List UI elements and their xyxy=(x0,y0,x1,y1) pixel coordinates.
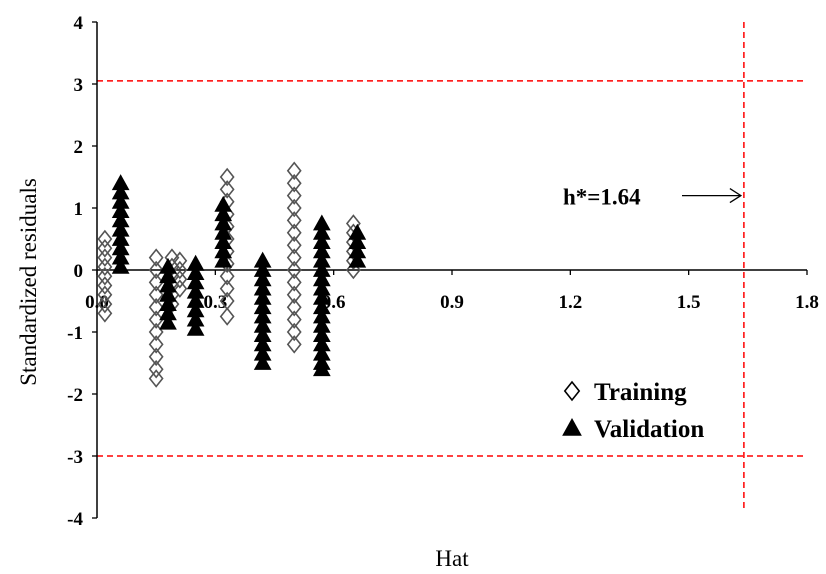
training-point xyxy=(286,223,302,243)
annotation-arrow-head xyxy=(729,188,743,204)
x-axis-label: Hat xyxy=(435,546,469,571)
training-point xyxy=(148,248,164,267)
training-point xyxy=(97,285,113,305)
training-point xyxy=(286,310,302,329)
training-point xyxy=(286,297,302,317)
x-tick-label: 1.2 xyxy=(558,292,582,313)
validation-point xyxy=(186,319,205,336)
series-validation xyxy=(111,174,367,377)
x-tick-label: 0.6 xyxy=(322,292,346,313)
data-points xyxy=(97,161,367,388)
leverage-annotation: h*=1.64 xyxy=(563,185,743,210)
training-point xyxy=(219,279,235,298)
x-tick-labels: 0.0 0.3 0.6 0.9 1.2 1.5 1.8 xyxy=(85,270,819,313)
training-point xyxy=(219,180,235,199)
training-point xyxy=(148,335,164,354)
y-tick-label: 1 xyxy=(74,199,84,220)
training-point xyxy=(148,260,164,280)
training-point xyxy=(219,266,235,286)
training-point xyxy=(286,235,302,255)
training-point xyxy=(219,167,235,187)
training-point xyxy=(97,248,113,267)
training-point xyxy=(172,260,188,280)
x-tick-label: 1.5 xyxy=(677,292,701,313)
training-point xyxy=(286,285,302,305)
training-point xyxy=(97,294,113,314)
training-point xyxy=(286,322,302,342)
training-point xyxy=(148,310,164,329)
training-point xyxy=(148,369,164,388)
training-point xyxy=(148,297,164,317)
y-tick-label: 4 xyxy=(74,13,84,34)
training-point xyxy=(172,279,188,298)
training-point xyxy=(97,257,113,277)
y-tick-label: -4 xyxy=(67,509,83,530)
legend: Training Validation xyxy=(562,379,704,443)
legend-validation-symbol xyxy=(562,417,582,436)
x-tick-label: 0.9 xyxy=(440,292,464,313)
training-point xyxy=(148,347,164,367)
training-point xyxy=(172,270,188,289)
validation-point xyxy=(253,353,272,370)
training-point xyxy=(286,173,302,193)
training-point xyxy=(97,229,113,249)
reference-lines xyxy=(97,22,807,510)
y-tick-label: 2 xyxy=(74,137,84,158)
training-point xyxy=(97,304,113,323)
training-point xyxy=(97,266,113,286)
training-point xyxy=(148,359,164,379)
training-point xyxy=(286,161,302,181)
training-point xyxy=(286,335,302,354)
training-point xyxy=(148,273,164,292)
y-tick-label: 3 xyxy=(74,75,84,96)
validation-point xyxy=(159,313,177,330)
annotation-label: h*=1.64 xyxy=(563,185,641,210)
training-point xyxy=(219,307,235,326)
validation-point xyxy=(111,257,130,274)
training-point xyxy=(286,260,302,280)
validation-point xyxy=(214,251,233,268)
y-axis-label: Standardized residuals xyxy=(16,178,41,386)
y-tick-label: -2 xyxy=(67,385,83,406)
training-point xyxy=(97,239,113,258)
legend-label-training: Training xyxy=(594,379,687,406)
legend-training-symbol xyxy=(563,380,581,402)
x-tick-label: 0.3 xyxy=(203,292,227,313)
y-tick-label: 0 xyxy=(74,261,84,282)
y-tick-labels: 4 3 2 1 0 -1 -2 -3 -4 xyxy=(67,13,97,530)
legend-label-validation: Validation xyxy=(594,416,704,443)
validation-point xyxy=(348,251,367,268)
training-point xyxy=(286,186,302,205)
training-point xyxy=(286,211,302,230)
y-tick-label: -3 xyxy=(67,447,83,468)
y-tick-label: -1 xyxy=(67,323,83,344)
training-point xyxy=(286,198,302,218)
training-point xyxy=(172,251,188,270)
validation-point xyxy=(312,360,331,377)
x-tick-label: 1.8 xyxy=(795,292,819,313)
training-point xyxy=(286,248,302,267)
training-point xyxy=(286,273,302,292)
training-point xyxy=(97,276,113,295)
